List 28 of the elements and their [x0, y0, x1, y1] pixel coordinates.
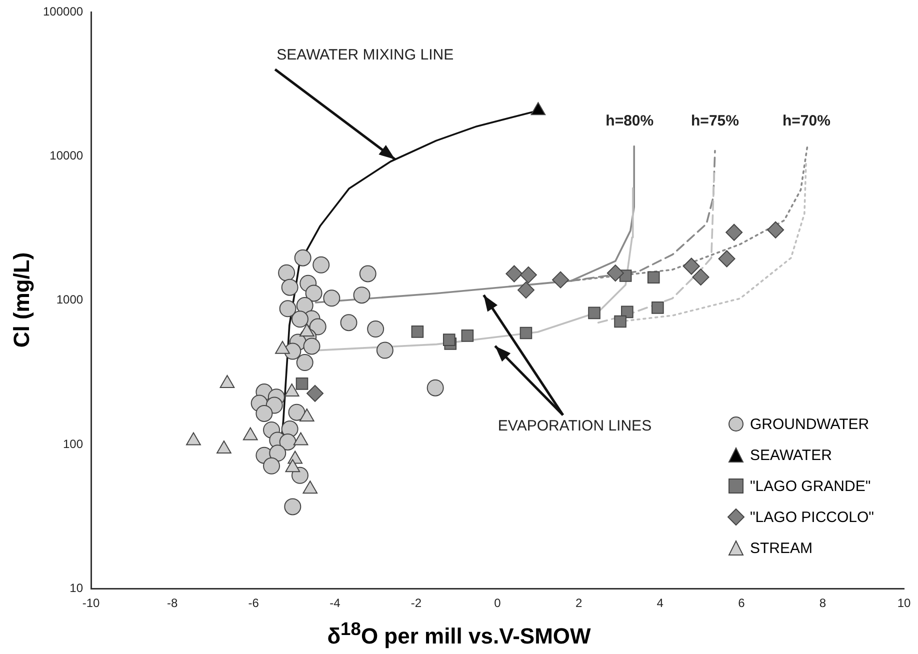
annotation: h=70% — [782, 112, 830, 130]
x-tick-label: -4 — [330, 596, 341, 610]
x-tick-label: -6 — [248, 596, 260, 610]
legend-label: "LAGO GRANDE" — [750, 478, 871, 495]
annotation: SEAWATER MIXING LINE — [276, 46, 454, 64]
x-tick-label: 10 — [897, 596, 911, 610]
x-tick-label: 4 — [656, 596, 664, 610]
y-axis-title: Cl (mg/L) — [9, 252, 35, 348]
legend-label: "LAGO PICCOLO" — [750, 508, 874, 526]
y-tick-label: 10000 — [50, 148, 84, 162]
legend-label: STREAM — [750, 540, 812, 557]
legend-label: SEAWATER — [750, 446, 832, 464]
y-tick-label: 100 — [63, 436, 84, 451]
x-tick-label: -8 — [167, 596, 178, 610]
legend-label: GROUNDWATER — [750, 416, 870, 433]
x-axis-title: δ$^{18}$O per mill vs.V-SMOW — [326, 618, 592, 650]
annotation: h=80% — [606, 112, 654, 130]
x-tick-label: 8 — [819, 596, 826, 610]
y-tick-label: 1000 — [56, 292, 84, 307]
x-tick-label: 2 — [575, 596, 582, 610]
y-tick-label: 100000 — [42, 4, 84, 18]
annotation: h=75% — [691, 112, 739, 130]
x-tick-label: 6 — [738, 596, 746, 610]
x-tick-label: 0 — [494, 596, 502, 610]
y-tick-label: 10 — [70, 580, 84, 595]
annotation: EVAPORATION LINES — [498, 418, 652, 435]
x-tick-label: -10 — [82, 596, 100, 610]
x-tick-label: -2 — [410, 596, 422, 610]
